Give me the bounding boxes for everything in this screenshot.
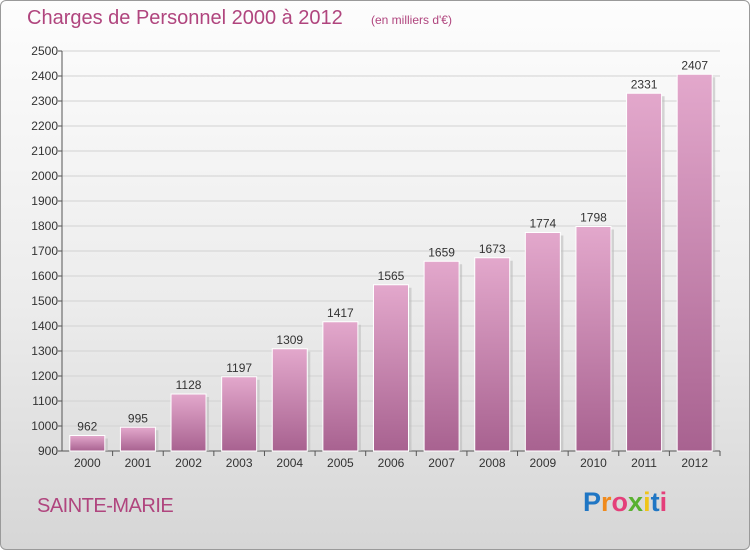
bar <box>69 435 106 452</box>
value-label: 995 <box>128 411 148 425</box>
y-tick-label: 1500 <box>31 294 58 308</box>
axes: 900 1000 1100 1200 1300 1400 1500 1600 1700 1800 1… <box>31 44 721 458</box>
bar <box>575 226 612 452</box>
bar <box>119 426 156 452</box>
value-label: 1774 <box>529 217 556 231</box>
place-name: SAINTE-MARIE <box>37 495 174 517</box>
value-label: 2407 <box>681 58 708 72</box>
x-tick-label: 2012 <box>681 456 708 470</box>
labels: 962 2000 995 2001 1128 2002 1197 2003 1309 2004 14… <box>74 58 708 470</box>
x-tick-label: 2011 <box>631 456 657 470</box>
x-tick-label: 2003 <box>226 456 253 470</box>
y-tick-label: 2100 <box>31 144 58 158</box>
bar <box>524 232 561 452</box>
bar <box>423 260 460 452</box>
y-tick-label: 1100 <box>32 394 58 408</box>
proxiti-logo[interactable]: Proxiti <box>583 487 667 518</box>
chart-subtitle: (en milliers d'€) <box>371 13 452 27</box>
value-label: 1128 <box>176 378 202 392</box>
y-tick-label: 1800 <box>31 219 58 233</box>
x-tick-label: 2008 <box>479 456 506 470</box>
y-tick-label: 2400 <box>31 69 58 83</box>
logo-letter: i <box>659 487 668 517</box>
bar <box>676 73 713 452</box>
logo-letter: t <box>650 487 660 517</box>
value-label: 1659 <box>428 245 455 259</box>
x-tick-label: 2000 <box>74 456 101 470</box>
logo-letter: o <box>611 487 629 517</box>
y-tick-label: 1000 <box>31 419 58 433</box>
bar <box>626 92 663 452</box>
y-tick-label: 2300 <box>31 94 58 108</box>
bar <box>170 393 207 452</box>
logo-letter: r <box>601 487 612 517</box>
x-tick-label: 2002 <box>175 456 202 470</box>
x-tick-label: 2007 <box>428 456 455 470</box>
value-label: 1565 <box>378 269 405 283</box>
x-tick-label: 2001 <box>125 456 152 470</box>
x-tick-label: 2005 <box>327 456 354 470</box>
logo-letter: P <box>583 487 602 517</box>
bar <box>373 284 409 452</box>
value-label: 1673 <box>479 242 506 256</box>
logo-letter: i <box>643 487 651 517</box>
bar <box>474 257 511 452</box>
x-tick-label: 2006 <box>378 456 405 470</box>
chart-title: Charges de Personnel 2000 à 2012 <box>27 7 343 29</box>
y-tick-label: 1700 <box>31 244 58 258</box>
value-label: 1309 <box>276 333 303 347</box>
y-tick-label: 900 <box>38 444 58 458</box>
value-label: 1798 <box>580 211 607 225</box>
bar <box>322 321 359 452</box>
value-label: 1197 <box>226 361 252 375</box>
y-tick-label: 1300 <box>31 344 58 358</box>
x-tick-label: 2010 <box>580 456 607 470</box>
y-tick-label: 1600 <box>31 269 58 283</box>
y-tick-label: 1900 <box>31 194 58 208</box>
y-tick-label: 2200 <box>31 119 58 133</box>
x-tick-label: 2004 <box>276 456 303 470</box>
logo-letter: x <box>628 487 644 517</box>
value-label: 1417 <box>327 306 354 320</box>
y-tick-label: 1400 <box>31 319 58 333</box>
bar <box>271 348 308 452</box>
value-label: 962 <box>77 420 97 434</box>
y-tick-label: 2000 <box>31 169 58 183</box>
bars <box>69 73 716 452</box>
x-tick-label: 2009 <box>529 456 556 470</box>
y-tick-label: 1200 <box>31 369 58 383</box>
bar <box>221 376 258 452</box>
y-tick-label: 2500 <box>31 44 58 58</box>
value-label: 2331 <box>631 77 658 91</box>
